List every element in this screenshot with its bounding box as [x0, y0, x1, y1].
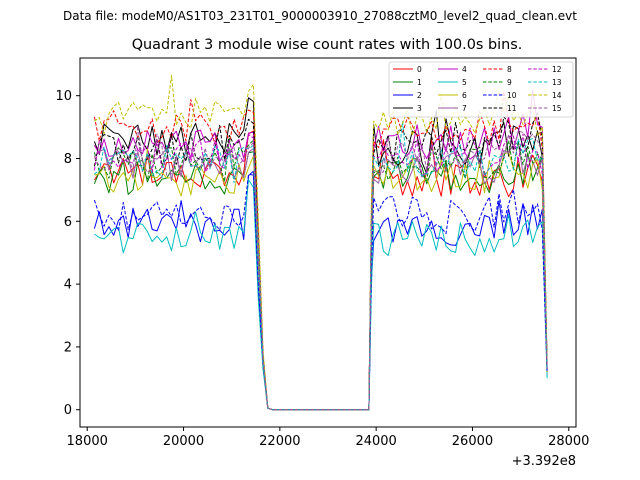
x-tick-label: 20000 — [163, 434, 204, 449]
legend-label-10: 10 — [507, 91, 517, 100]
x-tick-label: 18000 — [67, 434, 108, 449]
data-file-label: Data file: modeM0/AS1T03_231T01_90000039… — [63, 9, 577, 23]
series-line-15 — [93, 125, 548, 411]
legend-label-9: 9 — [507, 78, 512, 87]
legend-label-8: 8 — [507, 65, 512, 74]
x-tick-label: 28000 — [548, 434, 589, 449]
legend-label-4: 4 — [462, 65, 467, 74]
x-tick-label: 22000 — [259, 434, 300, 449]
x-axis: 18000 20000 22000 24000 26000 28000 — [67, 427, 589, 449]
y-tick-label: 4 — [64, 278, 72, 293]
y-axis: 0 2 4 6 8 10 — [55, 89, 80, 418]
x-tick-label: 24000 — [355, 434, 396, 449]
legend-label-2: 2 — [417, 91, 422, 100]
y-tick-label: 0 — [64, 403, 72, 418]
y-tick-label: 6 — [64, 215, 72, 230]
legend-label-3: 3 — [417, 104, 422, 113]
series-line-12 — [93, 127, 548, 411]
legend-label-11: 11 — [507, 104, 517, 113]
series-line-13 — [94, 121, 548, 411]
plot-frame — [79, 57, 577, 428]
chart-title: Quadrant 3 module wise count rates with … — [132, 37, 523, 53]
legend-label-12: 12 — [552, 65, 562, 74]
legend-label-6: 6 — [462, 91, 467, 100]
legend-label-5: 5 — [462, 78, 467, 87]
y-tick-label: 2 — [64, 340, 72, 355]
y-tick-label: 10 — [55, 89, 72, 104]
legend-label-7: 7 — [462, 104, 467, 113]
x-offset-label: +3.392e8 — [512, 454, 576, 469]
y-tick-label: 8 — [64, 152, 72, 167]
x-tick-label: 26000 — [452, 434, 493, 449]
legend-label-1: 1 — [417, 78, 422, 87]
legend-label-13: 13 — [552, 78, 562, 87]
legend-label-14: 14 — [552, 91, 562, 100]
legend-label-0: 0 — [417, 65, 422, 74]
legend-label-15: 15 — [552, 104, 562, 113]
series-layer — [93, 74, 548, 411]
legend-box — [388, 61, 574, 118]
